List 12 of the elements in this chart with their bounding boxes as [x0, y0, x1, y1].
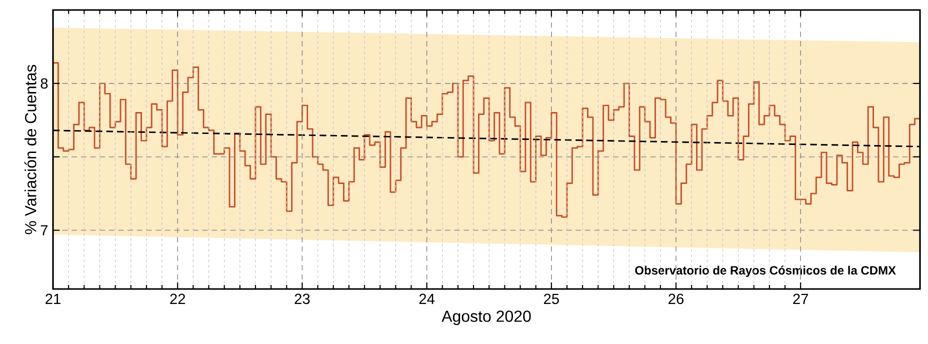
x-axis-title: Agosto 2020	[442, 310, 531, 326]
y-tick-label: 8	[40, 78, 48, 89]
y-axis-title: % Variación de Cuentas	[24, 64, 36, 234]
x-tick-label: 27	[793, 294, 808, 304]
x-tick-label: 22	[170, 294, 186, 304]
annotation: Observatorio de Rayos Cósmicos de la CDMX	[635, 266, 896, 277]
y-tick-label: 7	[40, 225, 48, 236]
x-tick-label: 25	[544, 294, 559, 304]
x-tick-label: 23	[294, 294, 310, 304]
x-tick-label: 26	[668, 294, 684, 304]
x-tick-label: 21	[46, 294, 60, 304]
x-tick-label: 24	[419, 294, 435, 304]
